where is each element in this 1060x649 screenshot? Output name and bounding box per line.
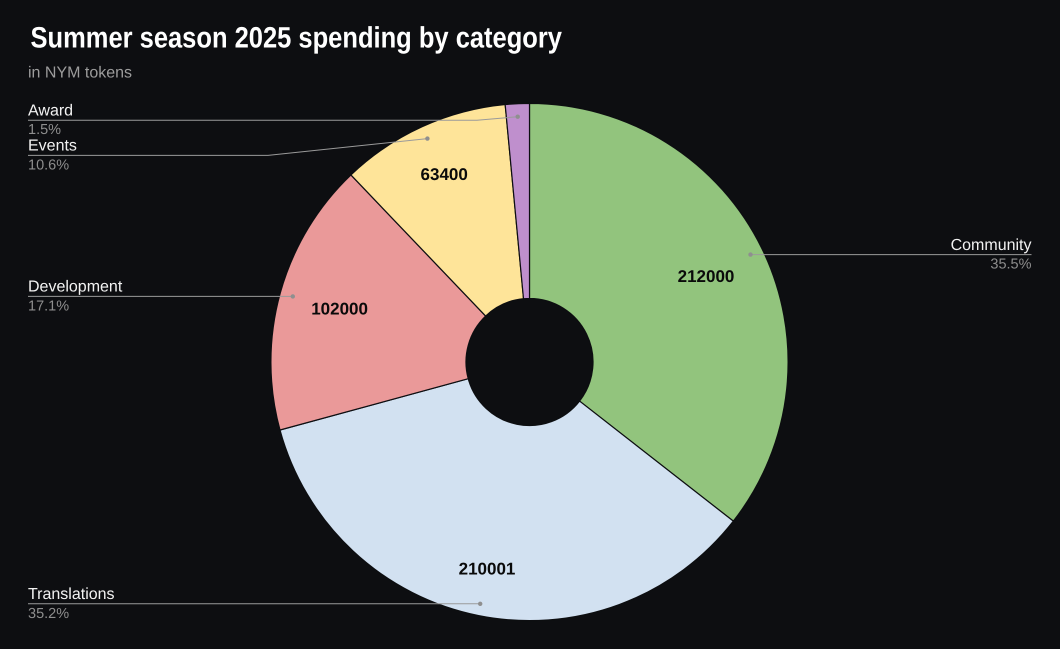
svg-text:Award: Award bbox=[28, 102, 73, 119]
svg-text:210001: 210001 bbox=[459, 560, 516, 579]
svg-text:1.5%: 1.5% bbox=[28, 122, 61, 138]
svg-text:Summer season 2025 spending by: Summer season 2025 spending by category bbox=[31, 22, 563, 55]
svg-text:63400: 63400 bbox=[421, 165, 468, 184]
svg-text:Events: Events bbox=[28, 138, 77, 155]
svg-text:Development: Development bbox=[28, 279, 123, 296]
svg-text:Translations: Translations bbox=[28, 586, 115, 603]
svg-text:10.6%: 10.6% bbox=[28, 157, 69, 173]
svg-text:35.2%: 35.2% bbox=[28, 606, 69, 622]
svg-text:in NYM tokens: in NYM tokens bbox=[28, 64, 132, 81]
svg-text:Community: Community bbox=[951, 237, 1032, 254]
svg-text:17.1%: 17.1% bbox=[28, 298, 69, 314]
svg-text:102000: 102000 bbox=[311, 299, 368, 318]
svg-text:212000: 212000 bbox=[678, 267, 735, 286]
svg-text:35.5%: 35.5% bbox=[990, 257, 1031, 273]
